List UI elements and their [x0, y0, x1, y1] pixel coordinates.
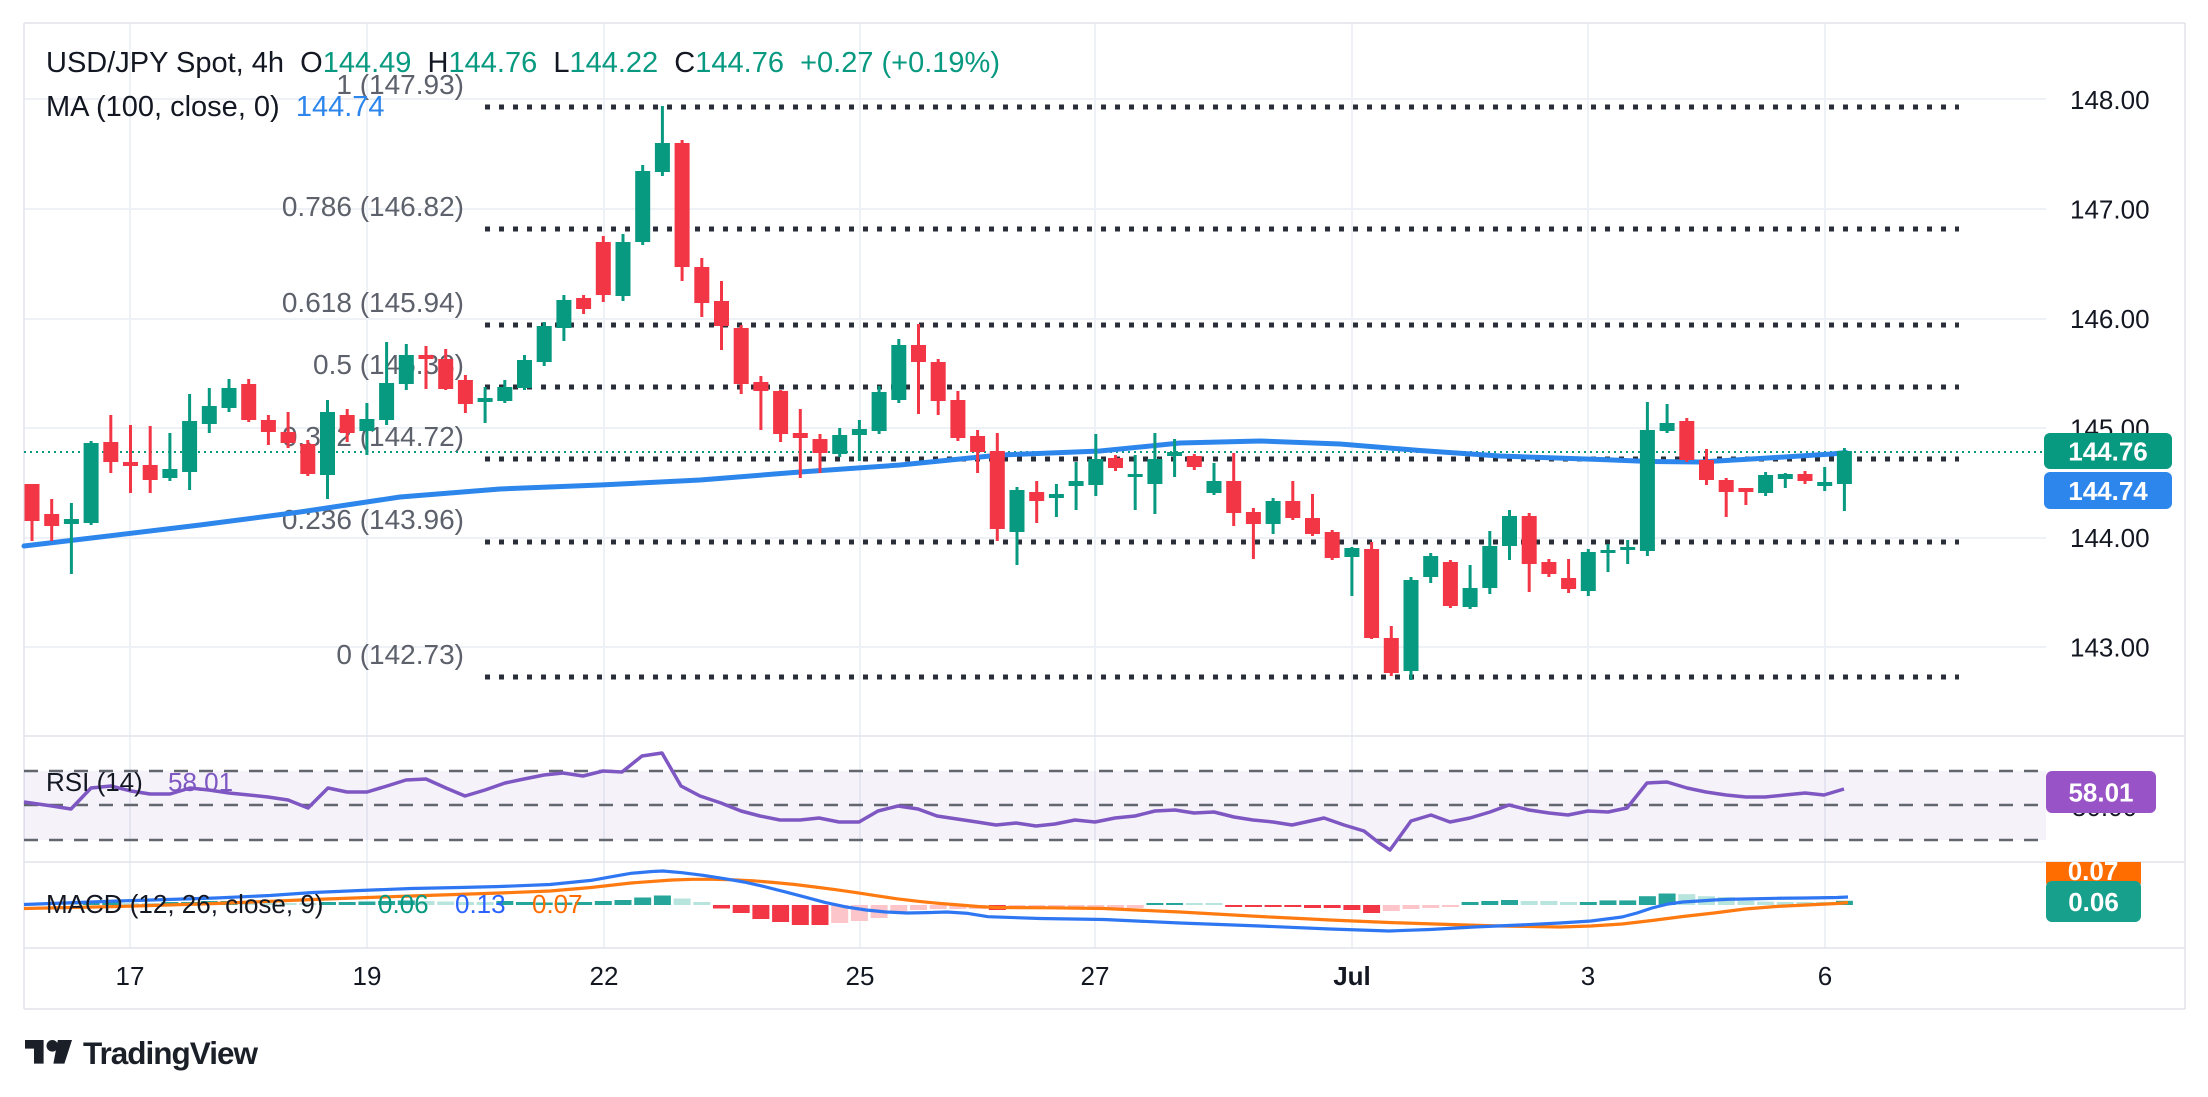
svg-text:19: 19 [353, 961, 382, 991]
svg-text:TradingView: TradingView [83, 1035, 258, 1071]
svg-text:148.00: 148.00 [2070, 85, 2150, 115]
svg-text:17: 17 [116, 961, 145, 991]
svg-text:144.00: 144.00 [2070, 523, 2150, 553]
svg-text:25: 25 [846, 961, 875, 991]
svg-text:27: 27 [1081, 961, 1110, 991]
svg-text:0 (142.73): 0 (142.73) [336, 639, 464, 670]
svg-text:0.07: 0.07 [532, 889, 583, 919]
svg-text:0.13: 0.13 [455, 889, 506, 919]
svg-text:0.06: 0.06 [378, 889, 429, 919]
svg-text:RSI (14): RSI (14) [46, 767, 143, 797]
svg-text:146.00: 146.00 [2070, 304, 2150, 334]
svg-text:0.06: 0.06 [2068, 887, 2119, 917]
svg-text:0.786 (146.82): 0.786 (146.82) [282, 191, 464, 222]
svg-text:3: 3 [1581, 961, 1595, 991]
svg-text:MACD (12, 26, close, 9): MACD (12, 26, close, 9) [46, 889, 323, 919]
svg-text:MA (100, close, 0) 144.74: MA (100, close, 0) 144.74 [46, 91, 385, 123]
svg-text:22: 22 [590, 961, 619, 991]
svg-text:144.76: 144.76 [2068, 437, 2148, 467]
svg-text:6: 6 [1818, 961, 1832, 991]
svg-text:0.618 (145.94): 0.618 (145.94) [282, 287, 464, 318]
svg-text:147.00: 147.00 [2070, 195, 2150, 225]
svg-text:1 (147.93): 1 (147.93) [336, 69, 464, 100]
svg-text:Jul: Jul [1333, 961, 1371, 991]
svg-text:143.00: 143.00 [2070, 633, 2150, 663]
svg-text:58.01: 58.01 [2068, 778, 2133, 808]
svg-text:144.74: 144.74 [2068, 476, 2148, 506]
svg-text:USD/JPY Spot, 4h O144.49 H14: USD/JPY Spot, 4h O144.49 H144.76 L144.22… [46, 47, 1000, 79]
svg-text:58.01: 58.01 [168, 767, 233, 797]
